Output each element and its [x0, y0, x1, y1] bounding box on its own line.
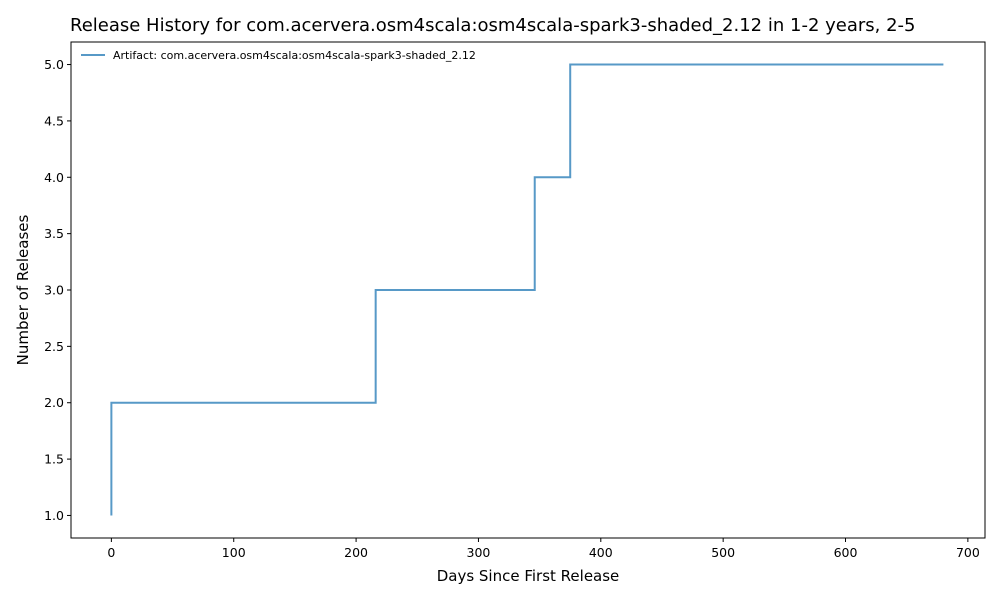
- y-tick-label: 5.0: [44, 57, 64, 72]
- chart-title: Release History for com.acervera.osm4sca…: [70, 15, 916, 36]
- x-tick-label: 400: [589, 545, 613, 560]
- y-tick-label: 1.0: [44, 508, 64, 523]
- y-tick-label: 2.0: [44, 395, 64, 410]
- y-tick-label: 1.5: [44, 452, 64, 467]
- legend-label: Artifact: com.acervera.osm4scala:osm4sca…: [113, 49, 476, 62]
- legend: Artifact: com.acervera.osm4scala:osm4sca…: [81, 49, 476, 62]
- y-tick-label: 3.5: [44, 226, 64, 241]
- x-tick-label: 500: [711, 545, 735, 560]
- x-tick-label: 300: [467, 545, 491, 560]
- x-tick-label: 600: [834, 545, 858, 560]
- x-tick-label: 0: [107, 545, 115, 560]
- y-tick-label: 2.5: [44, 339, 64, 354]
- x-tick-label: 200: [344, 545, 368, 560]
- y-axis-ticks: 1.0 1.5 2.0 2.5 3.0 3.5 4.0 4.5 5.0: [44, 57, 71, 523]
- y-axis-label: Number of Releases: [14, 214, 32, 365]
- y-tick-label: 4.5: [44, 113, 64, 128]
- x-axis-ticks: 0 100 200 300 400 500 600 700: [107, 538, 980, 560]
- series-line: [110, 63, 944, 516]
- x-tick-label: 700: [956, 545, 980, 560]
- x-tick-label: 100: [222, 545, 246, 560]
- y-tick-label: 4.0: [44, 170, 64, 185]
- series-layer: [110, 63, 944, 516]
- y-tick-label: 3.0: [44, 283, 64, 298]
- x-axis-label: Days Since First Release: [437, 567, 620, 585]
